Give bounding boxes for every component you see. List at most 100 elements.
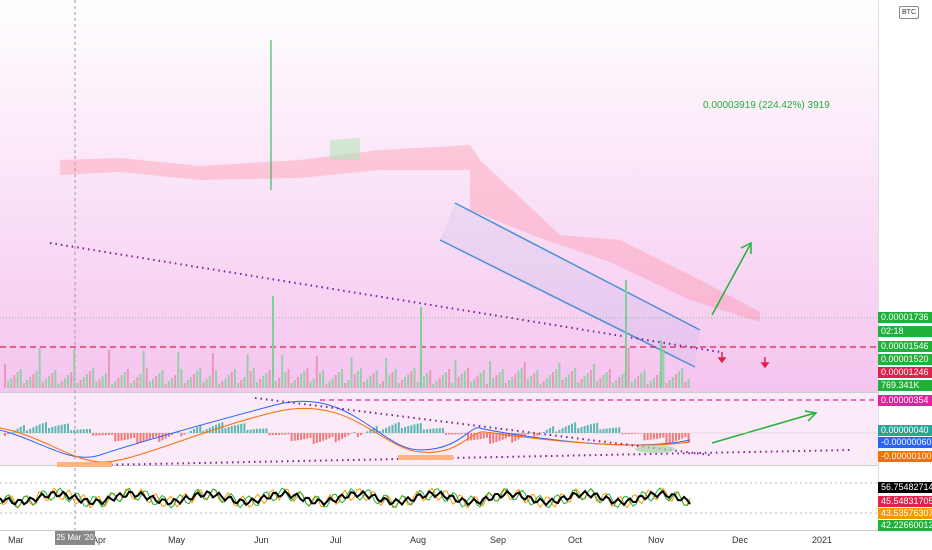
macd-histogram-bar <box>476 433 479 440</box>
volume-bar <box>485 384 488 388</box>
volume-bar <box>435 381 438 388</box>
macd-histogram-bar <box>422 429 425 433</box>
volume-bar <box>630 382 633 388</box>
volume-bar <box>404 377 407 388</box>
volume-bar <box>152 379 155 388</box>
time-axis-label: Oct <box>568 535 583 545</box>
macd-histogram-bar <box>54 426 57 433</box>
macd-histogram-bar <box>38 424 41 433</box>
macd-histogram-bar <box>63 424 66 433</box>
macd-histogram-bar <box>136 433 139 444</box>
macd-histogram-bar <box>92 433 95 436</box>
volume-bar <box>32 374 35 388</box>
volume-bar <box>120 375 123 388</box>
volume-bar <box>262 376 265 388</box>
volume-bar <box>126 369 129 388</box>
macd-histogram-bar <box>580 427 583 433</box>
volume-bar <box>111 384 114 388</box>
macd-histogram-bar <box>684 433 687 438</box>
volume-bar <box>167 381 170 388</box>
volume-bar <box>268 370 271 388</box>
volume-bar <box>35 371 38 388</box>
volume-bar <box>319 373 321 388</box>
volume-bar <box>646 384 649 388</box>
macd-histogram-bar <box>287 433 290 435</box>
macd-histogram-bar <box>678 433 681 440</box>
macd-histogram-bar <box>624 433 627 435</box>
macd-histogram-bar <box>460 433 463 435</box>
macd-histogram-bar <box>312 433 315 444</box>
macd-histogram-bar <box>177 431 180 433</box>
volume-bar <box>684 382 687 388</box>
macd-histogram-bar <box>479 433 482 440</box>
macd-histogram-bar <box>548 428 551 433</box>
macd-histogram-bar <box>19 426 22 433</box>
volume-bar <box>300 374 303 388</box>
macd-histogram-bar <box>98 433 101 436</box>
volume-bar <box>463 371 466 388</box>
volume-bar <box>306 368 309 388</box>
macd-histogram-bar <box>608 428 611 433</box>
macd-histogram-bar <box>555 431 558 433</box>
macd-histogram-bar <box>262 428 265 433</box>
volume-bar <box>445 372 447 388</box>
macd-histogram-bar <box>290 433 293 442</box>
ichimoku-cloud <box>60 145 760 322</box>
macd-histogram-bar <box>252 429 255 433</box>
macd-histogram-bar <box>35 425 38 433</box>
volume-bar <box>237 383 240 388</box>
macd-histogram-bar <box>167 433 170 437</box>
macd-histogram-bar <box>148 433 151 440</box>
volume-bar <box>460 374 463 388</box>
macd-histogram-bar <box>621 433 624 435</box>
bullish-arrow <box>711 244 751 316</box>
volume-bar <box>552 372 555 388</box>
volume-bar <box>523 362 526 388</box>
volume-bar <box>60 381 63 388</box>
volume-bar <box>256 382 258 388</box>
macd-histogram-bar <box>85 428 88 433</box>
price-label-tag: 0.00000040 <box>878 425 932 436</box>
macd-histogram-bar <box>652 433 655 440</box>
volume-bar <box>296 377 299 388</box>
volume-bar <box>681 368 684 388</box>
volume-bar <box>221 381 224 388</box>
macd-histogram-bar <box>385 427 388 433</box>
volume-bar <box>114 381 117 388</box>
volume-bar <box>344 383 347 388</box>
volume-bar <box>164 384 167 388</box>
price-label-tag: 42.22660012 <box>878 520 932 531</box>
volume-bar <box>564 377 567 388</box>
macd-histogram-bar <box>498 433 501 441</box>
volume-bar <box>107 350 110 388</box>
price-label-tag: 56.75482714 <box>878 482 932 493</box>
volume-bar <box>4 364 6 388</box>
volume-bar <box>328 381 331 388</box>
volume-bar <box>539 384 542 388</box>
volume-bar <box>230 372 233 388</box>
volume-bar <box>243 377 246 388</box>
macd-histogram-bar <box>495 433 498 442</box>
volume-bar <box>615 380 618 388</box>
macd-histogram-bar <box>104 433 107 436</box>
macd-histogram-bar <box>574 422 577 433</box>
macd-histogram-bar <box>328 433 331 439</box>
volume-bar <box>322 370 325 388</box>
macd-histogram-bar <box>296 433 299 441</box>
volume-bar <box>67 375 69 388</box>
volume-bar <box>183 383 186 388</box>
volume-bar <box>158 373 161 388</box>
macd-histogram-bar <box>26 430 29 433</box>
signal-line <box>0 407 691 463</box>
macd-histogram-bar <box>526 433 529 435</box>
price-pane-bg <box>0 0 878 392</box>
macd-histogram-bar <box>300 433 303 440</box>
volume-bar <box>400 380 403 388</box>
volume-bar <box>325 384 328 388</box>
volume-bar <box>180 369 183 388</box>
volume-bar <box>274 381 277 388</box>
macd-histogram-bar <box>233 425 236 433</box>
projection-label: 0.00003919 (224.42%) 3919 <box>703 100 830 111</box>
